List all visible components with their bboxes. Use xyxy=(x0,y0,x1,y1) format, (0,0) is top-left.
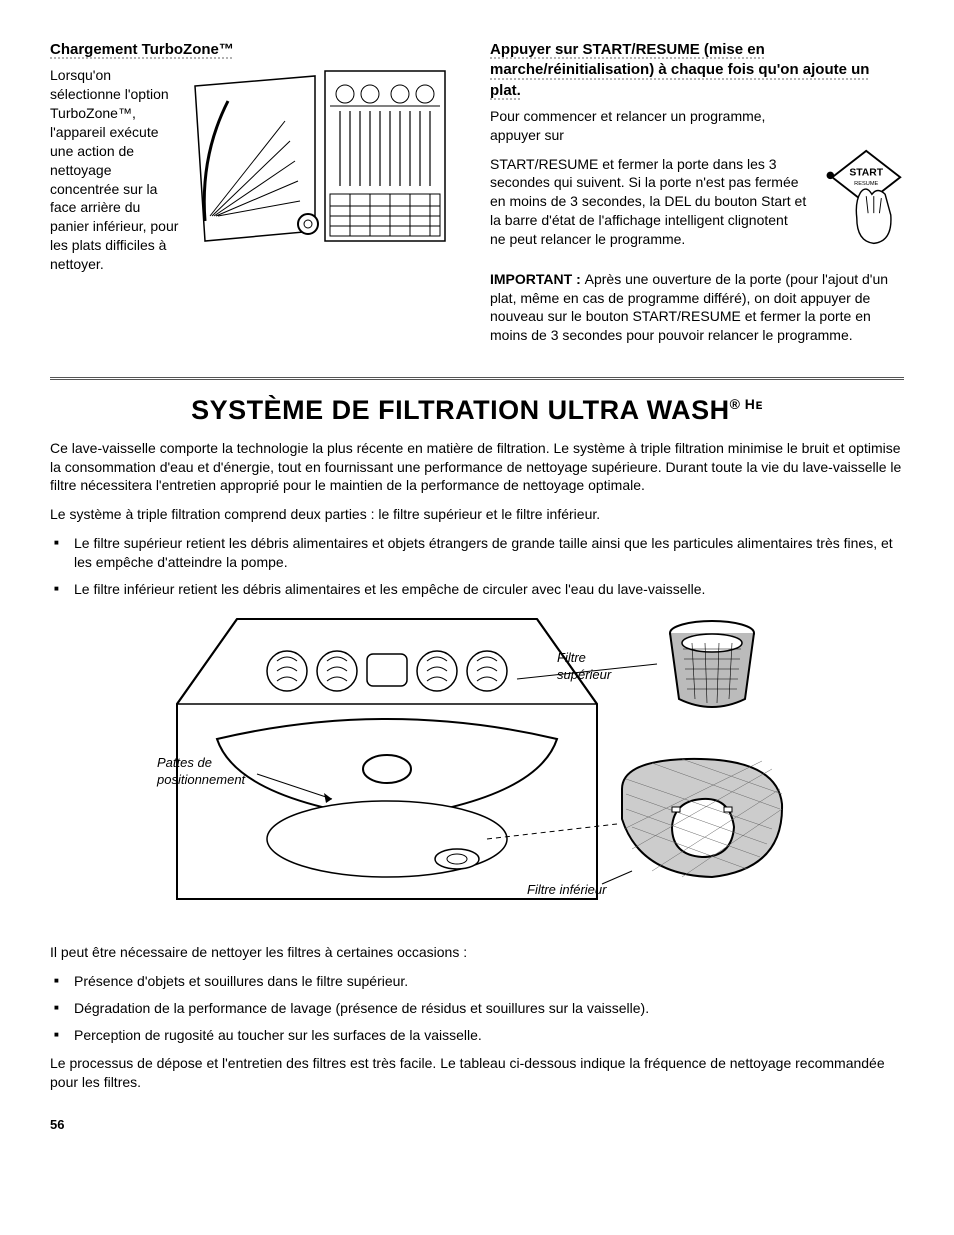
start-resume-p1: Pour commencer et relancer un programme,… xyxy=(490,107,807,145)
page-number: 56 xyxy=(50,1116,904,1134)
cleaning-occasions-intro: Il peut être nécessaire de nettoyer les … xyxy=(50,943,904,962)
start-button-illustration: START RESUME xyxy=(819,107,904,256)
filter-descriptions-list: Le filtre supérieur retient les débris a… xyxy=(50,534,904,599)
column-right: Appuyer sur START/RESUME (mise en marche… xyxy=(490,40,904,355)
list-item: Perception de rugosité au toucher sur le… xyxy=(74,1026,904,1045)
resume-label: RESUME xyxy=(854,181,878,187)
main-title-text: SYSTÈME DE FILTRATION ULTRA WASH xyxy=(191,395,729,425)
turbozone-illustration xyxy=(190,66,450,274)
column-left: Chargement TurboZone™ Lorsqu'on sélectio… xyxy=(50,40,450,355)
two-parts-line: Le système à triple filtration comprend … xyxy=(50,505,904,524)
start-diamond-icon: START RESUME xyxy=(819,147,904,251)
turbozone-text: Lorsqu'on sélectionne l'option TurboZone… xyxy=(50,66,180,274)
callout-upper-filter: Filtre supérieur xyxy=(557,649,627,684)
important-label: IMPORTANT : xyxy=(490,271,585,287)
start-label: START xyxy=(849,167,883,178)
list-item: Dégradation de la performance de lavage … xyxy=(74,999,904,1018)
intro-paragraph: Ce lave-vaisselle comporte la technologi… xyxy=(50,439,904,496)
start-resume-heading: Appuyer sur START/RESUME (mise en marche… xyxy=(490,40,904,101)
closing-paragraph: Le processus de dépose et l'entretien de… xyxy=(50,1054,904,1092)
filter-diagram: Filtre supérieur Pattes de positionnemen… xyxy=(157,609,797,929)
turbozone-body: Lorsqu'on sélectionne l'option TurboZone… xyxy=(50,66,450,274)
turbozone-heading: Chargement TurboZone™ xyxy=(50,40,450,60)
important-paragraph: IMPORTANT : Après une ouverture de la po… xyxy=(490,270,904,346)
cleaning-occasions-list: Présence d'objets et souillures dans le … xyxy=(50,972,904,1045)
list-item: Présence d'objets et souillures dans le … xyxy=(74,972,904,991)
section-divider xyxy=(50,377,904,380)
start-resume-text: Pour commencer et relancer un programme,… xyxy=(490,107,807,249)
top-section: Chargement TurboZone™ Lorsqu'on sélectio… xyxy=(50,40,904,355)
list-item: Le filtre inférieur retient les débris a… xyxy=(74,580,904,599)
main-title: SYSTÈME DE FILTRATION ULTRA WASH® Hᴇ xyxy=(50,392,904,428)
start-resume-body: Pour commencer et relancer un programme,… xyxy=(490,107,904,256)
callout-locating-tabs: Pattes de positionnement xyxy=(157,754,267,789)
callout-lower-filter: Filtre inférieur xyxy=(527,881,606,899)
list-item: Le filtre supérieur retient les débris a… xyxy=(74,534,904,572)
turbozone-rack-icon xyxy=(190,66,450,246)
main-title-sup: ® Hᴇ xyxy=(730,396,763,412)
start-resume-p2: START/RESUME et fermer la porte dans les… xyxy=(490,155,807,249)
